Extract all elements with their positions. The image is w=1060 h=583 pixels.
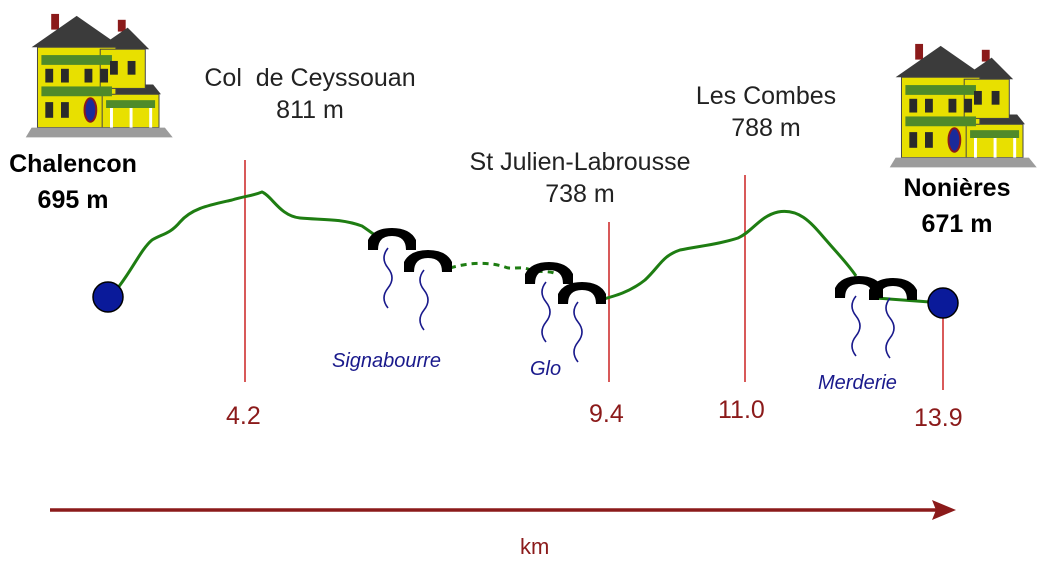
house-icon [24, 12, 174, 139]
bridge-icon [558, 282, 606, 304]
km-value: 11.0 [718, 396, 765, 424]
stream-squiggles [383, 247, 895, 363]
pass-altitude: 788 m [731, 114, 801, 142]
pass-altitude: 738 m [545, 180, 615, 208]
axis-label: km [520, 534, 550, 559]
bridge-icon [404, 250, 452, 272]
start-town-altitude: 695 m [37, 186, 109, 214]
pass-name: St Julien-Labrousse [469, 148, 691, 176]
house-icon [888, 42, 1038, 169]
start-point [92, 281, 124, 313]
pass-name: Les Combes [695, 82, 837, 110]
end-town-label: Nonières 671 m [892, 170, 1022, 242]
pass-label-ceyssouan: Col de Ceyssouan 811 m [180, 62, 440, 126]
stream-label-merderie: Merderie [818, 372, 897, 394]
start-town-label: Chalencon 695 m [8, 146, 138, 218]
km-value: 13.9 [914, 404, 963, 432]
km-value: 4.2 [226, 402, 261, 430]
end-town-altitude: 671 m [921, 210, 993, 238]
axis-arrowhead-icon [932, 500, 956, 520]
elevation-profile [110, 190, 931, 304]
pass-altitude: 811 m [276, 96, 344, 124]
stream-label-signabourre: Signabourre [332, 350, 441, 372]
stream-label-glo: Glo [530, 358, 562, 380]
pass-label-les-combes: Les Combes 788 m [672, 80, 860, 144]
bridge-icon [368, 228, 416, 250]
pass-name: Col de Ceyssouan [204, 64, 416, 92]
pass-label-st-julien: St Julien-Labrousse 738 m [440, 146, 720, 210]
end-town-name: Nonières [903, 174, 1011, 202]
start-town-name: Chalencon [9, 150, 137, 178]
km-value: 9.4 [589, 400, 624, 428]
end-point [927, 287, 959, 319]
